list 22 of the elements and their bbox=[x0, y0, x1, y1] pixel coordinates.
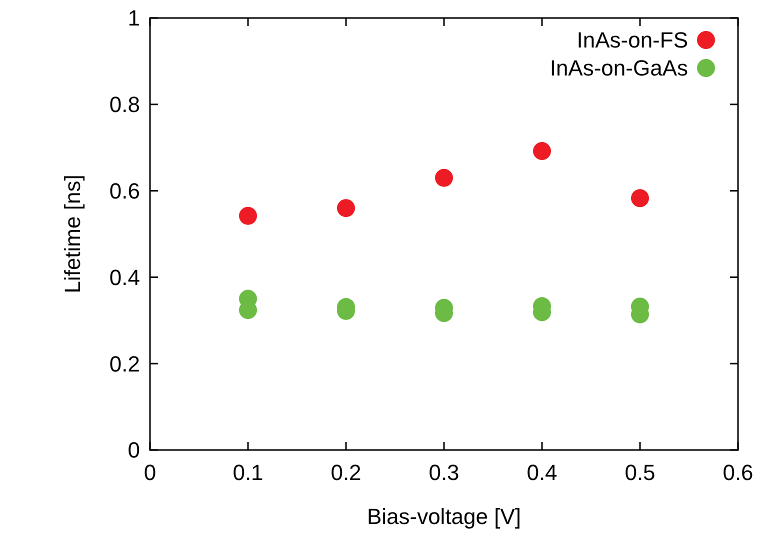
legend-label: InAs-on-FS bbox=[576, 28, 688, 53]
y-tick-label: 0 bbox=[128, 438, 140, 463]
point bbox=[631, 189, 649, 208]
x-tick-label: 0 bbox=[144, 460, 156, 485]
x-tick-label: 0.5 bbox=[624, 460, 656, 485]
x-axis-title: Bias-voltage [V] bbox=[366, 504, 522, 529]
x-tick-label: 0.3 bbox=[428, 460, 460, 485]
y-tick-label: 1 bbox=[128, 6, 140, 31]
x-tick-label: 0.2 bbox=[330, 460, 362, 485]
y-tick-label: 0.2 bbox=[109, 351, 140, 376]
y-axis-title: Lifetime [ns] bbox=[60, 174, 85, 294]
point bbox=[337, 199, 355, 218]
y-tick-label: 0.6 bbox=[109, 178, 140, 204]
x-tick-label: 0.4 bbox=[526, 460, 558, 485]
y-tick-label: 0.4 bbox=[109, 264, 140, 290]
y-tick-label: 0.8 bbox=[109, 92, 140, 118]
x-tick-label: 0.1 bbox=[232, 460, 264, 485]
point bbox=[533, 142, 551, 160]
x-tick-label: 0.6 bbox=[722, 460, 754, 485]
point bbox=[435, 168, 453, 187]
point bbox=[239, 206, 257, 225]
legend-label: InAs-on-GaAs bbox=[550, 56, 688, 81]
